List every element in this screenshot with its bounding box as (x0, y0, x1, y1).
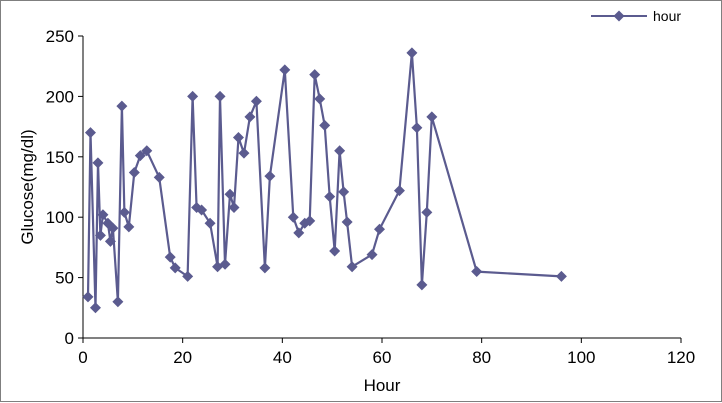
data-point-marker (141, 145, 153, 157)
y-tick-label: 250 (46, 27, 74, 46)
data-point-marker (153, 171, 165, 183)
y-axis-title: Glucose(mg/dl) (18, 129, 37, 244)
y-tick-label: 200 (46, 87, 74, 106)
data-point-marker (314, 93, 326, 105)
x-tick-label: 100 (567, 348, 595, 367)
data-point-marker (319, 119, 331, 131)
data-point-marker (411, 122, 423, 134)
data-point-marker (259, 262, 271, 274)
data-point-marker (134, 150, 146, 162)
data-point-marker (426, 111, 438, 123)
y-tick-label: 50 (55, 269, 74, 288)
data-point-marker (338, 186, 350, 198)
data-point-marker (112, 296, 124, 308)
data-point-marker (204, 217, 216, 229)
data-point-marker (104, 235, 116, 247)
data-point-marker (232, 131, 244, 143)
legend-label: hour (653, 8, 681, 24)
data-point-marker (123, 221, 135, 233)
data-point-marker (169, 262, 181, 274)
data-point-marker (279, 64, 291, 76)
data-point-marker (264, 170, 276, 182)
axes (82, 36, 681, 339)
data-point-marker (341, 216, 353, 228)
x-tick-label: 120 (667, 348, 695, 367)
data-point-marker (196, 204, 208, 216)
y-tick-label: 0 (65, 329, 74, 348)
data-point-marker (94, 229, 106, 241)
x-tick-label: 40 (273, 348, 292, 367)
data-point-marker (421, 206, 433, 218)
data-point-marker (366, 249, 378, 261)
data-point-marker (82, 291, 94, 303)
data-point-marker (346, 261, 358, 273)
data-point-marker (182, 270, 194, 282)
data-point-marker (219, 258, 231, 270)
x-tick-label: 0 (78, 348, 87, 367)
data-point-marker (416, 279, 428, 291)
data-point-marker (329, 245, 341, 257)
data-point-marker (324, 191, 336, 203)
data-point-marker (244, 111, 256, 123)
data-point-marker (116, 100, 128, 112)
data-point-marker (555, 270, 567, 282)
x-tick-label: 60 (373, 348, 392, 367)
x-axis-title: Hour (364, 376, 401, 395)
data-point-marker (164, 251, 176, 263)
series-layer (82, 47, 567, 314)
data-point-marker (97, 209, 109, 221)
data-point-marker (334, 145, 346, 157)
data-point-marker (393, 185, 405, 197)
data-point-marker (224, 188, 236, 200)
legend: hour (591, 8, 681, 24)
ticks: 0 50 100 150 200 250 0 20 40 60 80 100 120 (46, 27, 696, 367)
data-point-marker (89, 302, 101, 314)
data-point-marker (406, 47, 418, 59)
data-point-marker (118, 206, 130, 218)
data-point-marker (309, 69, 321, 81)
data-point-marker (287, 211, 299, 223)
data-point-marker (107, 222, 119, 234)
data-point-marker (187, 90, 199, 102)
x-tick-label: 80 (472, 348, 491, 367)
data-point-marker (238, 147, 250, 159)
data-point-marker (293, 227, 305, 239)
data-point-marker (374, 223, 386, 235)
data-point-marker (304, 215, 316, 227)
data-point-marker (250, 95, 262, 107)
x-tick-label: 20 (173, 348, 192, 367)
data-point-marker (228, 202, 240, 214)
data-point-marker (128, 167, 140, 179)
data-point-marker (471, 266, 483, 278)
y-tick-label: 150 (46, 148, 74, 167)
data-point-marker (92, 157, 104, 169)
legend-diamond-marker (613, 10, 625, 22)
y-tick-label: 100 (46, 208, 74, 227)
data-point-marker (214, 90, 226, 102)
data-point-marker (84, 127, 96, 139)
